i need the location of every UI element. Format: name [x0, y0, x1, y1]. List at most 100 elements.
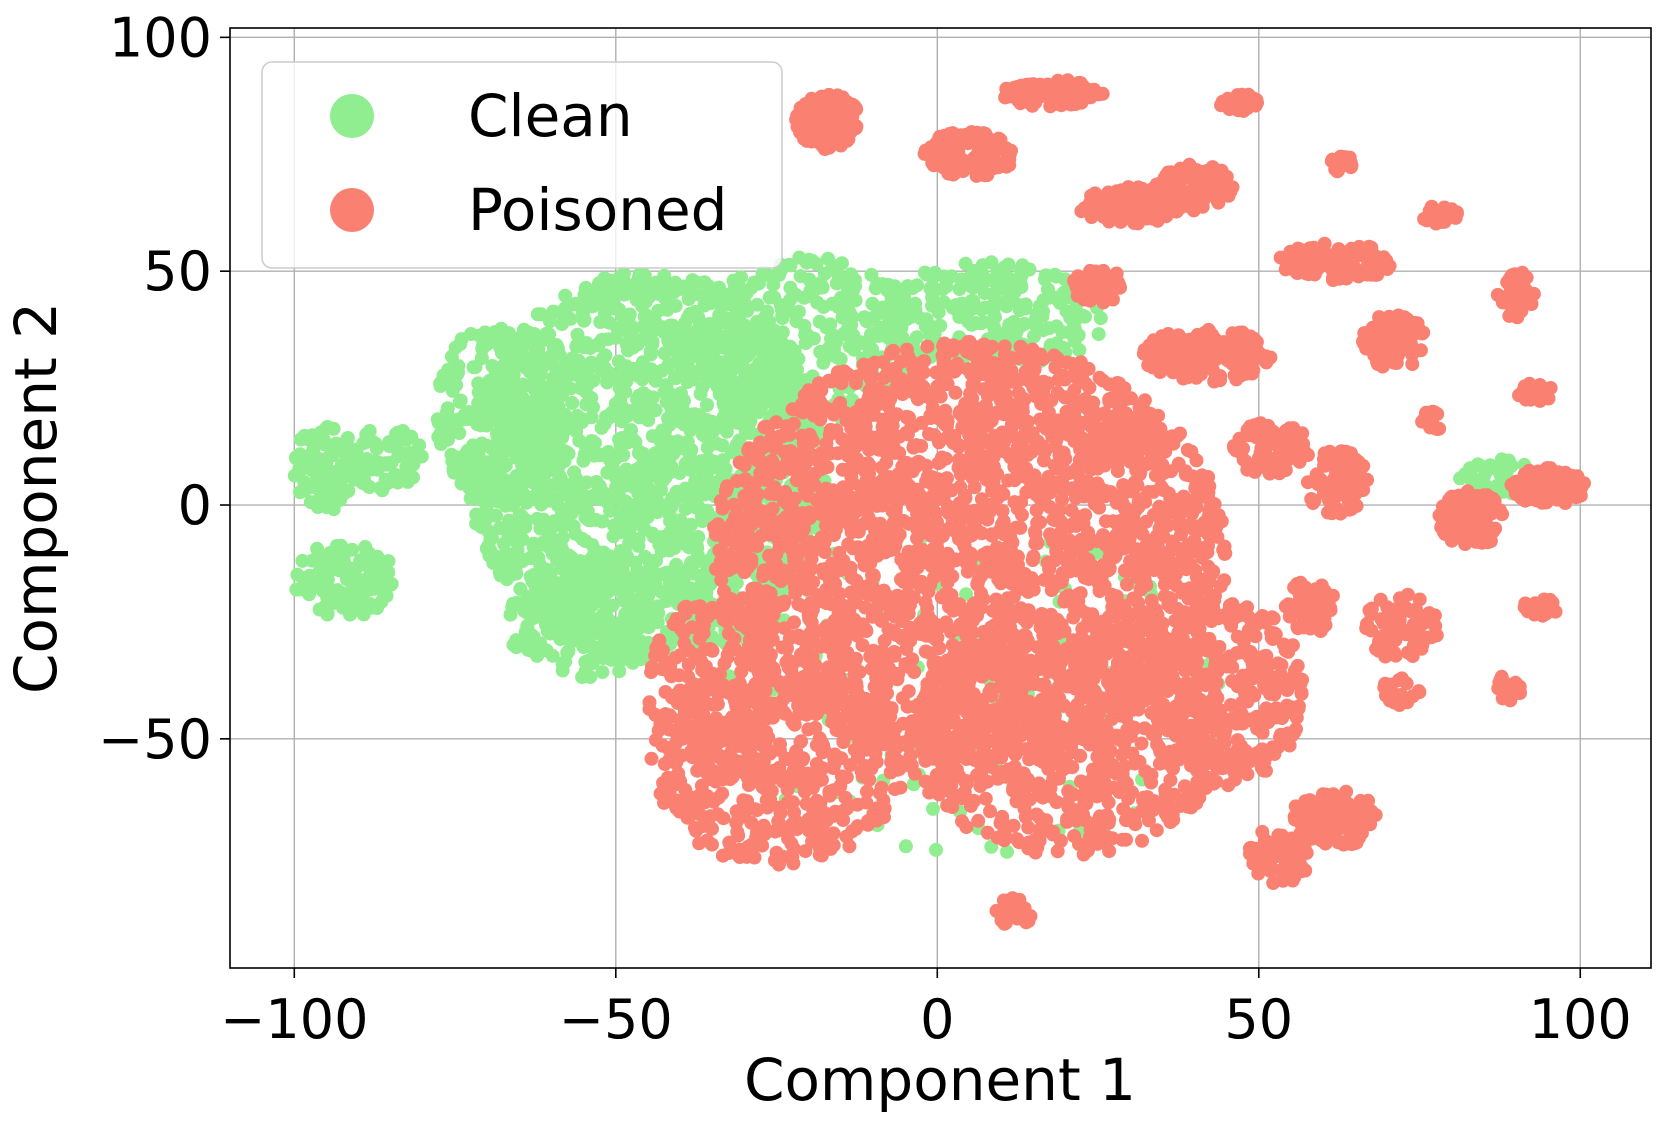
- clean-point: [1453, 471, 1468, 486]
- clean-point: [793, 269, 808, 284]
- clean-point: [619, 462, 634, 477]
- clean-point: [1036, 323, 1051, 338]
- clean-point: [334, 485, 349, 500]
- poisoned-point: [1117, 599, 1132, 614]
- clean-point: [683, 462, 698, 477]
- poisoned-point: [923, 577, 938, 592]
- clean-point: [875, 300, 890, 315]
- clean-point: [892, 318, 906, 333]
- clean-point: [769, 267, 784, 282]
- clean-point: [578, 655, 593, 670]
- clean-point: [547, 543, 562, 558]
- clean-point: [577, 287, 592, 302]
- poisoned-point: [902, 491, 916, 506]
- clean-point: [620, 435, 635, 450]
- clean-point: [361, 460, 376, 474]
- poisoned-point: [1061, 588, 1076, 603]
- clean-point: [705, 321, 720, 336]
- clean-point: [898, 839, 913, 854]
- poisoned-point: [866, 516, 881, 531]
- clean-point: [621, 309, 636, 324]
- poisoned-point: [954, 499, 969, 514]
- clean-point: [584, 434, 599, 448]
- clean-point: [977, 300, 992, 315]
- clean-point: [538, 605, 553, 620]
- clean-point: [295, 553, 310, 568]
- clean-point: [782, 378, 797, 392]
- clean-point: [1091, 327, 1106, 342]
- clean-point: [447, 465, 462, 480]
- poisoned-point: [1157, 567, 1172, 582]
- poisoned-point: [775, 640, 790, 655]
- clean-point: [520, 618, 535, 633]
- clean-point: [617, 567, 632, 582]
- clean-point: [706, 337, 721, 352]
- clean-point: [559, 619, 574, 634]
- clean-point: [379, 588, 394, 603]
- clean-point: [954, 272, 969, 287]
- clean-point: [690, 541, 705, 556]
- clean-point: [658, 302, 673, 317]
- poisoned-point: [867, 407, 882, 422]
- clean-point: [485, 359, 500, 373]
- clean-point: [544, 436, 558, 450]
- clean-point: [775, 311, 790, 325]
- clean-point: [597, 486, 612, 501]
- clean-point: [594, 332, 609, 347]
- clean-point: [697, 455, 712, 470]
- clean-point: [961, 314, 976, 329]
- clean-point: [296, 571, 311, 585]
- clean-point: [659, 381, 674, 396]
- clean-point: [632, 444, 647, 459]
- clean-point: [897, 293, 912, 308]
- poisoned-point: [1171, 518, 1186, 533]
- clean-point: [663, 514, 678, 529]
- clean-point: [340, 572, 354, 587]
- clean-point: [356, 607, 371, 622]
- clean-point: [546, 582, 561, 597]
- clean-point: [1005, 322, 1020, 337]
- clean-point: [761, 350, 776, 365]
- poisoned-point: [920, 339, 935, 354]
- clean-point: [724, 335, 739, 350]
- clean-point: [613, 392, 628, 407]
- clean-point: [597, 416, 612, 431]
- clean-point: [322, 474, 337, 489]
- clean-point: [775, 325, 790, 340]
- clean-point: [514, 431, 529, 446]
- clean-point: [320, 572, 335, 587]
- clean-point: [645, 336, 660, 351]
- clean-point: [444, 349, 459, 364]
- clean-point: [845, 310, 860, 325]
- clean-point: [370, 549, 385, 564]
- poisoned-point: [862, 442, 877, 457]
- clean-point: [809, 256, 824, 271]
- clean-point: [866, 312, 881, 327]
- clean-point: [664, 499, 679, 514]
- poisoned-point: [789, 473, 804, 488]
- clean-point: [693, 502, 708, 517]
- clean-point: [527, 395, 542, 410]
- clean-point: [948, 298, 963, 313]
- clean-point: [635, 372, 650, 387]
- clean-point: [870, 276, 885, 291]
- clean-point: [763, 336, 778, 351]
- clean-point: [652, 537, 667, 552]
- clean-point: [548, 400, 562, 414]
- clean-point: [517, 356, 532, 371]
- clean-point: [572, 489, 587, 504]
- clean-point: [810, 295, 825, 310]
- clean-point: [570, 327, 585, 342]
- clean-point: [567, 465, 582, 480]
- clean-point: [391, 448, 406, 463]
- clean-point: [678, 501, 693, 516]
- clean-point: [536, 381, 551, 395]
- clean-point: [988, 310, 1002, 325]
- clean-point: [829, 276, 844, 291]
- clean-point: [984, 255, 999, 270]
- clean-point: [325, 448, 340, 463]
- poisoned-point: [950, 356, 965, 371]
- clean-point: [503, 398, 517, 413]
- clean-point: [720, 287, 735, 302]
- poisoned-point: [918, 644, 933, 659]
